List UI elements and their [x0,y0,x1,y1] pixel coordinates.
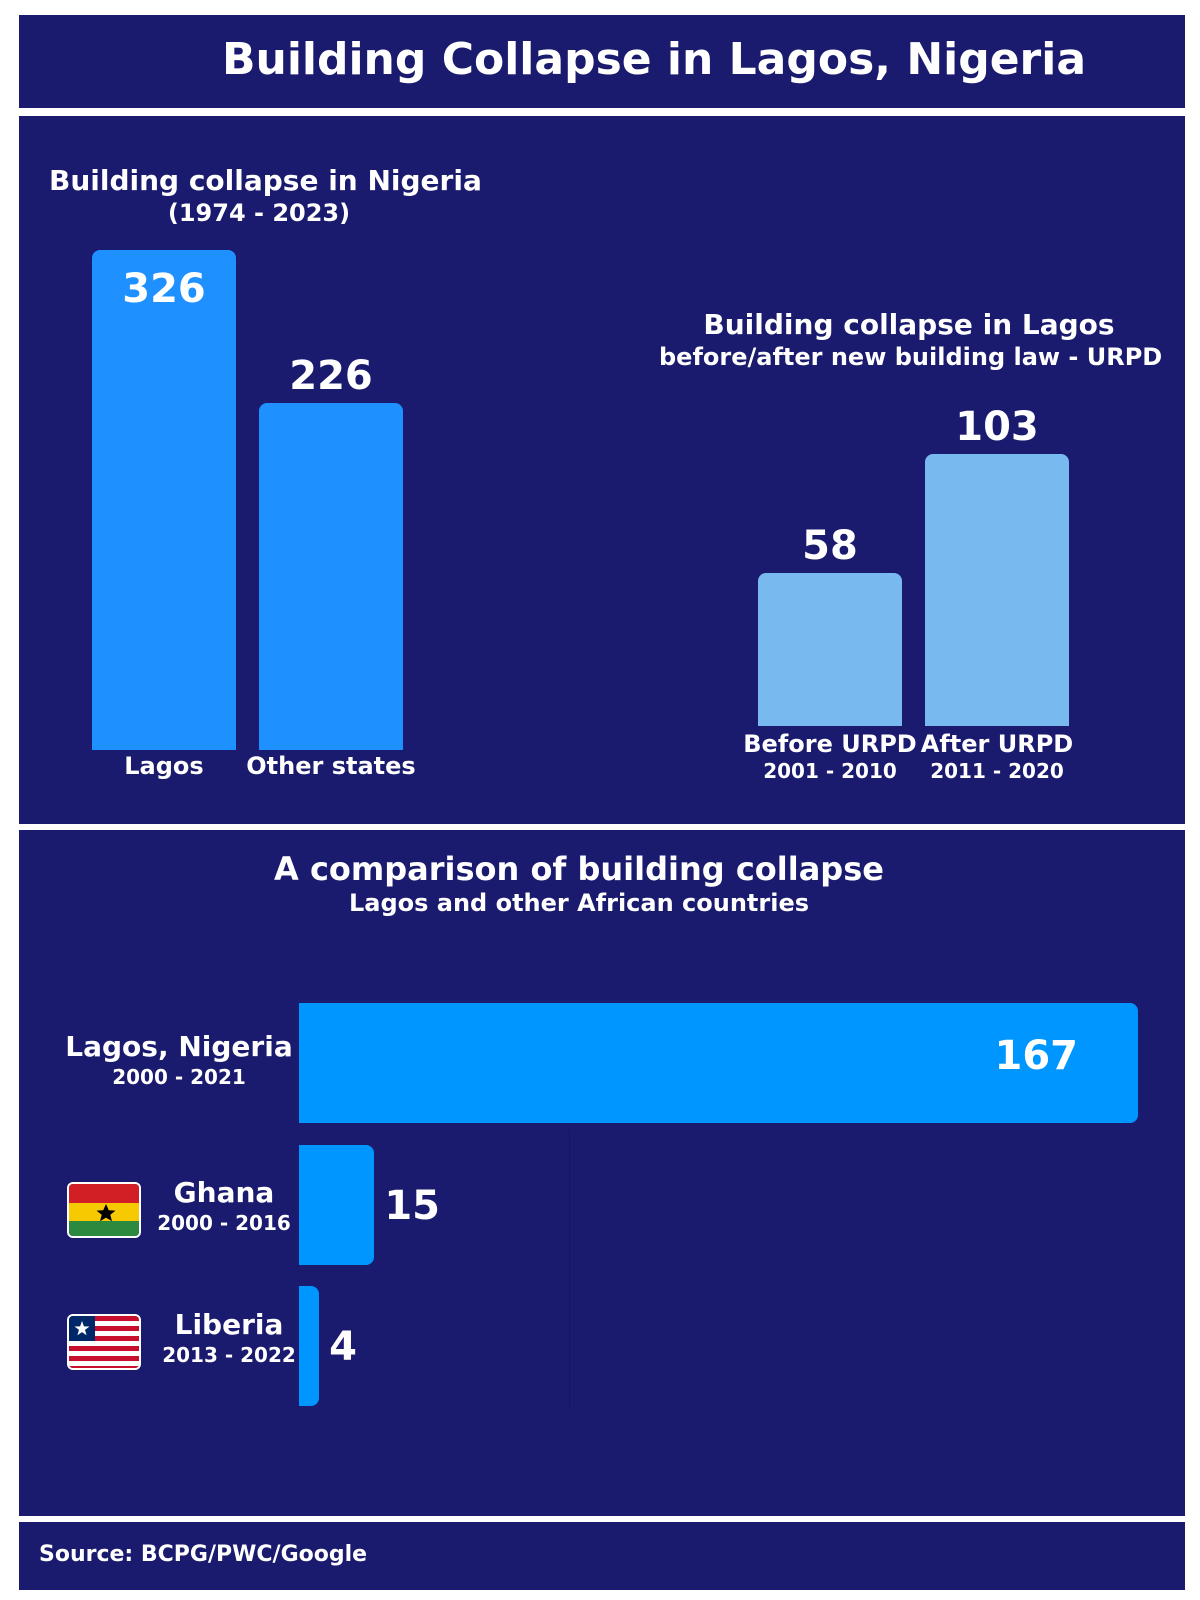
bar-lagos [92,250,236,750]
bar-before-urpd [758,572,902,726]
period-lagos-nigeria: 2000 - 2021 [112,1065,246,1089]
nigeria-chart-title-main: Building collapse in Nigeria [49,164,482,197]
category-name-before-urpd: Before URPD [743,730,917,758]
value-label-ghana: 15 [384,1183,441,1229]
value-label-before-urpd: 58 [802,522,858,569]
category-name-ghana: Ghana [173,1176,275,1209]
category-label-lagos-nigeria: Lagos, Nigeria 2000 - 2021 [59,1030,299,1090]
value-label-after-urpd: 103 [955,404,1039,450]
category-label-before-urpd: Before URPD 2001 - 2010 [728,730,932,784]
category-label-liberia: Liberia 2013 - 2022 [149,1308,309,1368]
category-label-ghana: Ghana 2000 - 2016 [144,1176,304,1236]
source-panel: Source: BCPG/PWC/Google [19,1522,1185,1590]
ghana-flag-icon [67,1182,141,1238]
bar-liberia [299,1286,320,1406]
liberia-flag-graphic [69,1316,139,1368]
ghana-flag-graphic [69,1184,139,1236]
value-label-lagos: 326 [122,266,206,312]
period-before-urpd: 2001 - 2010 [763,759,897,783]
comparison-chart-title: A comparison of building collapse Lagos … [219,850,939,918]
comparison-chart-title-main: A comparison of building collapse [274,850,884,888]
value-label-lagos-nigeria: 167 [994,1033,1079,1079]
comparison-chart-panel: A comparison of building collapse Lagos … [19,830,1185,1516]
bar-other-states [259,403,403,750]
category-name-liberia: Liberia [174,1308,284,1341]
chart-divider-line [569,1130,570,1410]
category-name-lagos-nigeria: Lagos, Nigeria [65,1030,293,1063]
category-label-other-states: Other states [246,752,416,780]
value-label-other-states: 226 [289,353,373,400]
source-text: Source: BCPG/PWC/Google [39,1542,368,1567]
header-panel: Building Collapse in Lagos, Nigeria [19,15,1185,108]
bar-after-urpd [925,454,1069,726]
upper-charts-panel: Building collapse in Nigeria (1974 - 202… [19,116,1185,824]
category-label-after-urpd: After URPD 2011 - 2020 [895,730,1099,784]
period-after-urpd: 2011 - 2020 [930,759,1064,783]
lagos-law-chart-subtitle: before/after new building law - URPD [659,343,1163,371]
category-name-after-urpd: After URPD [920,730,1074,758]
period-liberia: 2013 - 2022 [162,1343,296,1367]
lagos-law-chart-title: Building collapse in Lagos before/after … [659,308,1163,372]
bar-lagos-nigeria [299,1003,1138,1123]
lagos-law-chart-title-main: Building collapse in Lagos [703,308,1115,341]
period-ghana: 2000 - 2016 [157,1211,291,1235]
category-label-lagos: Lagos [124,752,204,780]
comparison-chart-subtitle: Lagos and other African countries [348,889,810,917]
page-title: Building Collapse in Lagos, Nigeria [221,34,1087,85]
value-label-liberia: 4 [329,1324,357,1370]
nigeria-chart-subtitle: (1974 - 2023) [167,199,351,227]
bar-ghana [299,1145,375,1265]
nigeria-chart-title: Building collapse in Nigeria (1974 - 202… [49,164,482,228]
liberia-flag-icon [67,1314,141,1370]
